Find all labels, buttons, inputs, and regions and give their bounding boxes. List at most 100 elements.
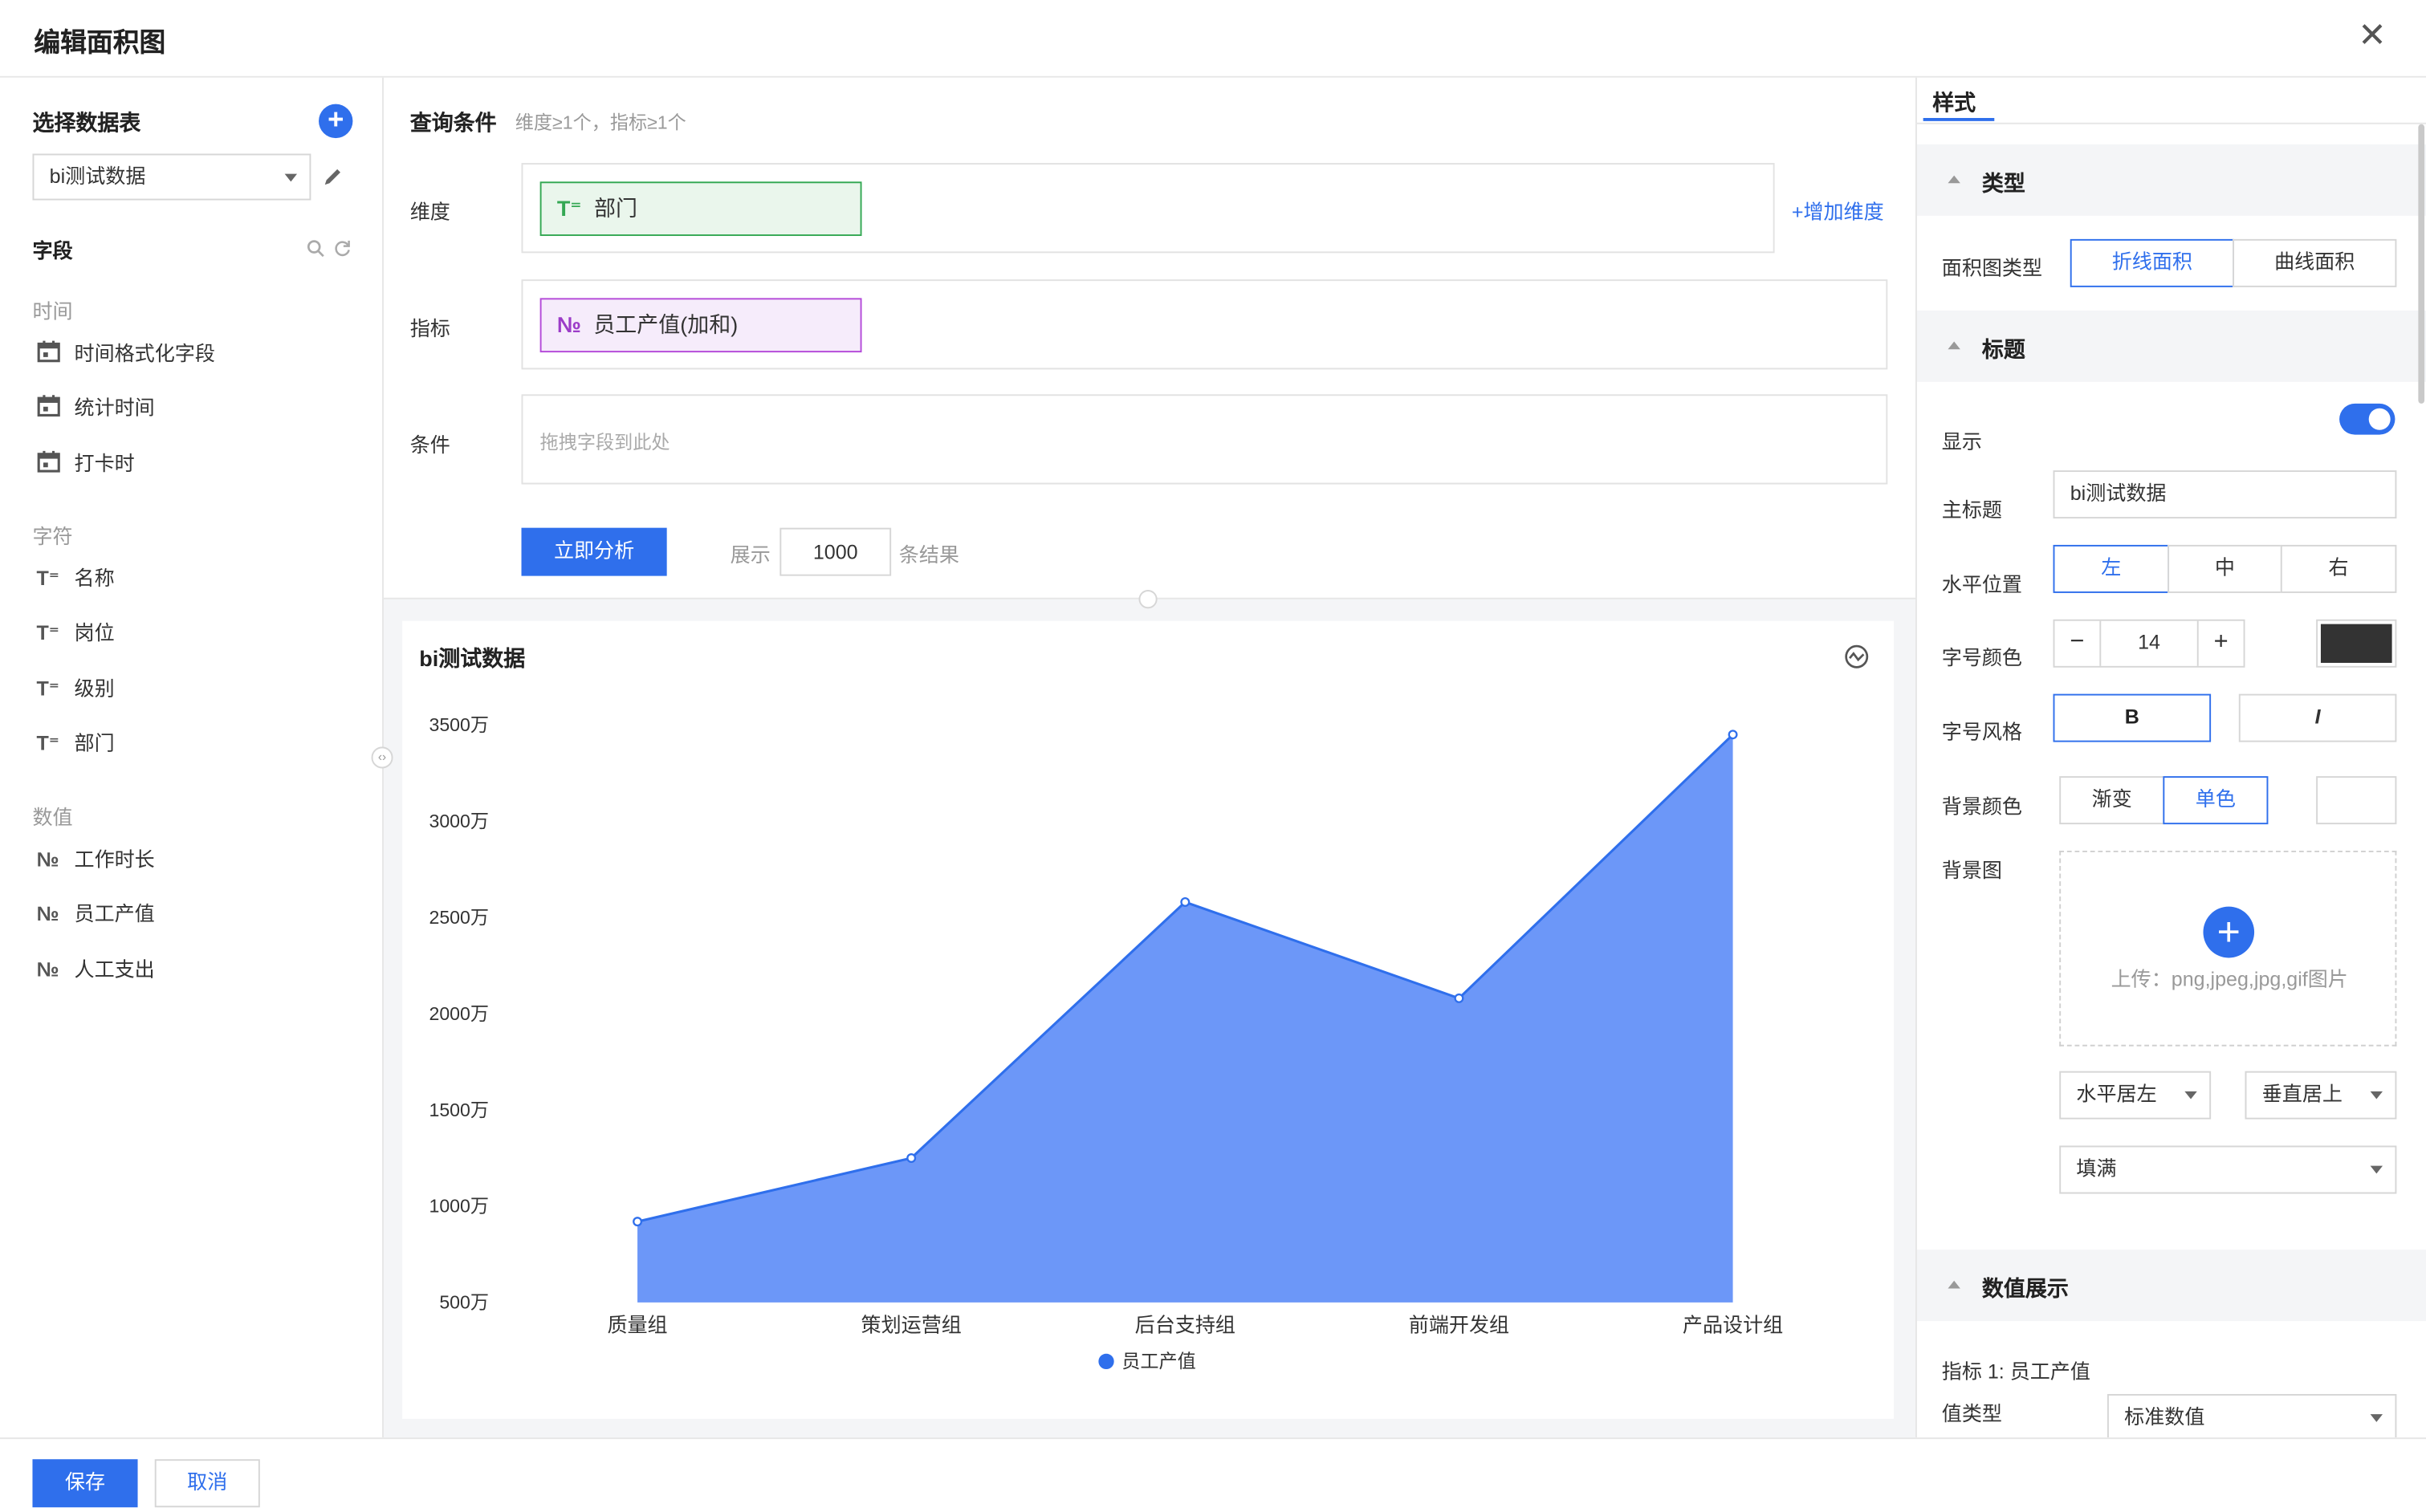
- field-item[interactable]: 统计时间: [34, 393, 155, 428]
- upload-hint: 上传：png,jpeg,jpg,gif图片: [2111, 967, 2348, 991]
- upload-plus-icon[interactable]: +: [2203, 906, 2255, 958]
- type-section-header[interactable]: 类型: [1916, 144, 2426, 216]
- field-item-label: 名称: [74, 567, 115, 591]
- close-icon[interactable]: ✕: [2358, 15, 2387, 55]
- font-color-picker[interactable]: [2316, 619, 2397, 668]
- edit-pencil-icon[interactable]: [322, 166, 344, 188]
- title-section-header[interactable]: 标题: [1916, 310, 2426, 382]
- save-button[interactable]: 保存: [32, 1459, 138, 1508]
- field-group-label: 数值: [32, 805, 73, 829]
- field-item[interactable]: 时间格式化字段: [34, 339, 215, 370]
- y-tick-label: 1500万: [429, 1099, 489, 1120]
- field-item-label: 统计时间: [74, 396, 155, 420]
- field-item[interactable]: T⁼ 岗位: [34, 618, 114, 649]
- query-hint: 维度≥1个，指标≥1个: [515, 112, 686, 134]
- condition-placeholder: 拖拽字段到此处: [539, 431, 670, 453]
- y-tick-label: 3500万: [429, 714, 489, 735]
- bg-v-align-select[interactable]: 垂直居上: [2245, 1071, 2397, 1120]
- dimension-dropzone[interactable]: T⁼ 部门: [521, 163, 1775, 254]
- splitter-handle[interactable]: [1138, 590, 1158, 609]
- x-tick-label: 策划运营组: [861, 1315, 962, 1337]
- legend-label: 员工产值: [1121, 1351, 1195, 1372]
- bg-mode-solid[interactable]: 单色: [2163, 776, 2269, 825]
- number-type-icon: №: [36, 902, 59, 926]
- metric-label: 指标: [409, 316, 450, 340]
- number-type-icon: №: [36, 957, 59, 981]
- result-count-input[interactable]: 1000: [779, 527, 892, 576]
- title-show-toggle[interactable]: [2339, 403, 2395, 435]
- x-tick-label: 产品设计组: [1683, 1315, 1783, 1337]
- y-tick-label: 1000万: [429, 1196, 489, 1217]
- fields-title: 字段: [32, 238, 73, 262]
- dimension-chip[interactable]: T⁼ 部门: [539, 181, 862, 237]
- add-dimension-link[interactable]: +增加维度: [1791, 200, 1884, 224]
- dialog-footer: 保存 取消: [0, 1437, 2426, 1512]
- field-item-label: 级别: [74, 676, 115, 700]
- bg-fill-select[interactable]: 填满: [2059, 1145, 2397, 1194]
- condition-dropzone[interactable]: 拖拽字段到此处: [521, 394, 1888, 485]
- cancel-button[interactable]: 取消: [154, 1459, 260, 1508]
- bg-h-align-select[interactable]: 水平居左: [2059, 1071, 2212, 1120]
- bg-image-label: 背景图: [1941, 858, 2002, 882]
- search-icon[interactable]: [307, 239, 325, 258]
- halign-right[interactable]: 右: [2280, 544, 2397, 593]
- metric-dropzone[interactable]: № 员工产值(加和): [521, 279, 1888, 370]
- add-table-button[interactable]: +: [319, 104, 353, 139]
- show-label: 显示: [1941, 429, 1982, 453]
- calendar-icon: [34, 449, 62, 482]
- bg-mode-gradient[interactable]: 渐变: [2059, 776, 2165, 825]
- italic-button[interactable]: I: [2238, 693, 2397, 742]
- style-panel-scrollbar[interactable]: [2418, 124, 2425, 404]
- main-title-input[interactable]: bi测试数据: [2053, 470, 2397, 519]
- field-item-label: 人工支出: [74, 957, 155, 981]
- bg-color-picker[interactable]: [2316, 776, 2397, 825]
- field-item[interactable]: № 人工支出: [34, 954, 155, 986]
- chart-settings-icon[interactable]: [1844, 644, 1869, 669]
- collapse-handle[interactable]: ‹›: [371, 746, 393, 769]
- calendar-icon: [34, 340, 62, 373]
- bold-button[interactable]: B: [2053, 693, 2212, 742]
- metric-chip-label: 员工产值(加和): [593, 311, 739, 337]
- value-type-select[interactable]: 标准数值: [2106, 1394, 2397, 1438]
- field-item[interactable]: T⁼ 名称: [34, 563, 114, 595]
- data-point: [1180, 896, 1191, 907]
- collapse-triangle-icon: [1948, 1280, 1960, 1289]
- x-tick-label: 前端开发组: [1409, 1315, 1509, 1337]
- metric-chip[interactable]: № 员工产值(加和): [539, 298, 862, 353]
- data-point: [633, 1217, 643, 1227]
- field-item-label: 部门: [74, 730, 115, 754]
- area-type-curve[interactable]: 曲线面积: [2233, 238, 2397, 287]
- font-style-label: 字号风格: [1941, 720, 2023, 744]
- halign-left[interactable]: 左: [2053, 544, 2170, 593]
- halign-center[interactable]: 中: [2168, 544, 2282, 593]
- main-area: 查询条件 维度≥1个，指标≥1个 维度 T⁼ 部门 +增加维度 指标 № 员工产值(…: [383, 77, 1915, 1438]
- value-section-header[interactable]: 数值展示: [1916, 1250, 2426, 1322]
- calendar-icon: [34, 395, 62, 428]
- number-type-icon: №: [556, 311, 581, 337]
- number-type-icon: №: [36, 847, 59, 872]
- select-table-title: 选择数据表: [32, 110, 141, 136]
- field-item[interactable]: 打卡时: [34, 448, 135, 482]
- field-item[interactable]: T⁼ 级别: [34, 673, 114, 705]
- field-item-label: 打卡时: [74, 451, 135, 475]
- field-item[interactable]: T⁼ 部门: [34, 728, 114, 759]
- x-tick-label: 后台支持组: [1135, 1315, 1235, 1337]
- dimension-label: 维度: [409, 200, 450, 224]
- analyze-button[interactable]: 立即分析: [521, 527, 667, 576]
- chevron-down-icon: [284, 173, 298, 182]
- collapse-triangle-icon: [1948, 341, 1960, 350]
- bg-image-upload[interactable]: + 上传：png,jpeg,jpg,gif图片: [2059, 850, 2397, 1047]
- tab-style[interactable]: 样式: [1932, 90, 1976, 116]
- field-item[interactable]: № 员工产值: [34, 900, 155, 931]
- chevron-down-icon: [2370, 1091, 2383, 1099]
- decrease-button[interactable]: −: [2054, 620, 2102, 666]
- field-item[interactable]: № 工作时长: [34, 844, 155, 876]
- font-size-stepper[interactable]: − 14 +: [2053, 619, 2245, 668]
- area-type-polyline[interactable]: 折线面积: [2070, 238, 2235, 287]
- dataset-select[interactable]: bi测试数据: [32, 153, 311, 201]
- tab-divider: [1916, 122, 2426, 124]
- y-tick-label: 2500万: [429, 907, 489, 928]
- increase-button[interactable]: +: [2196, 620, 2244, 666]
- refresh-icon[interactable]: [332, 239, 351, 258]
- field-item-label: 工作时长: [74, 847, 155, 872]
